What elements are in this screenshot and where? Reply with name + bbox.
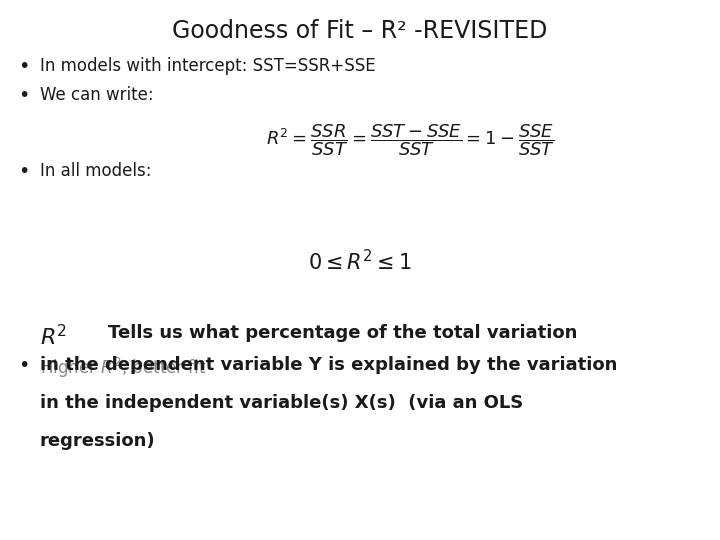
Text: •: • <box>18 86 30 105</box>
Text: $0 \leq R^2 \leq 1$: $0 \leq R^2 \leq 1$ <box>308 249 412 274</box>
Text: •: • <box>18 57 30 76</box>
Text: •: • <box>18 356 30 375</box>
Text: in the dependent variable Y is explained by the variation: in the dependent variable Y is explained… <box>40 356 617 374</box>
Text: Higher $R^2$, better fit: Higher $R^2$, better fit <box>40 356 206 381</box>
Text: In all models:: In all models: <box>40 162 151 180</box>
Text: We can write:: We can write: <box>40 86 153 104</box>
Text: Tells us what percentage of the total variation: Tells us what percentage of the total va… <box>108 324 577 342</box>
Text: in the independent variable(s) X(s)  (via an OLS: in the independent variable(s) X(s) (via… <box>40 394 523 412</box>
Text: In models with intercept: SST=SSR+SSE: In models with intercept: SST=SSR+SSE <box>40 57 375 75</box>
Text: regression): regression) <box>40 432 156 450</box>
Text: $R^2 = \dfrac{SSR}{SST} = \dfrac{SST - SSE}{SST} = 1 - \dfrac{SSE}{SST}$: $R^2 = \dfrac{SSR}{SST} = \dfrac{SST - S… <box>266 123 555 158</box>
Text: •: • <box>18 162 30 181</box>
Text: $R^2$: $R^2$ <box>40 324 67 349</box>
Text: Goodness of Fit – R² -REVISITED: Goodness of Fit – R² -REVISITED <box>172 19 548 43</box>
